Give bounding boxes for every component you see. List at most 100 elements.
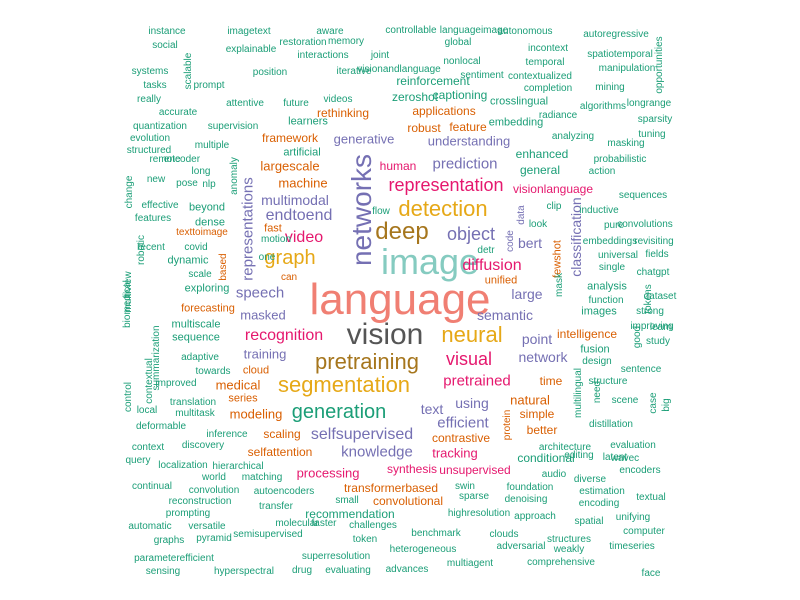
word-interactions: interactions bbox=[297, 50, 349, 61]
word-matching: matching bbox=[241, 472, 283, 483]
word-evaluation: evaluation bbox=[610, 440, 656, 451]
word-clip: clip bbox=[546, 201, 562, 212]
word-data: data bbox=[516, 205, 527, 225]
word-estimation: estimation bbox=[579, 486, 625, 497]
word-drug: drug bbox=[291, 565, 313, 576]
word-improved: improved bbox=[155, 378, 197, 389]
word-reinforcement: reinforcement bbox=[396, 74, 470, 88]
word-dataset: dataset bbox=[643, 291, 677, 302]
word-selfsupervised: selfsupervised bbox=[310, 426, 414, 443]
word-token: token bbox=[352, 534, 378, 545]
word-multimodal: multimodal bbox=[261, 192, 329, 208]
word-restoration: restoration bbox=[279, 37, 327, 48]
word-image: image bbox=[380, 241, 480, 282]
word-imagetext: imagetext bbox=[227, 26, 271, 37]
word-cloud: cloud bbox=[242, 364, 270, 377]
word-convolutional: convolutional bbox=[372, 494, 444, 508]
word-evaluating: evaluating bbox=[325, 565, 371, 576]
word-scene: scene bbox=[611, 395, 639, 406]
word-dynamic: dynamic bbox=[167, 254, 209, 267]
word-multiview: multiview bbox=[123, 271, 134, 313]
word-distillation: distillation bbox=[589, 419, 633, 430]
word-big: big bbox=[661, 398, 672, 412]
word-deformable: deformable bbox=[135, 421, 187, 432]
word-structures: structures bbox=[547, 534, 591, 545]
word-swin: swin bbox=[454, 481, 476, 492]
word-videos: videos bbox=[323, 94, 353, 105]
word-synthesis: synthesis bbox=[386, 462, 438, 476]
word-localization: localization bbox=[158, 460, 208, 471]
word-bert: bert bbox=[517, 235, 543, 251]
word-better: better bbox=[526, 423, 558, 437]
word-diverse: diverse bbox=[573, 474, 607, 485]
word-chatgpt: chatgpt bbox=[636, 267, 670, 278]
word-instance: instance bbox=[148, 26, 186, 37]
word-dense: dense bbox=[195, 216, 225, 229]
word-largescale: largescale bbox=[260, 158, 320, 174]
word-attentive: attentive bbox=[226, 98, 264, 109]
word-position: position bbox=[252, 67, 288, 78]
word-computer: computer bbox=[623, 526, 665, 537]
word-joint: joint bbox=[370, 50, 390, 61]
word-neural: neural bbox=[441, 322, 503, 347]
word-prediction: prediction bbox=[432, 155, 498, 173]
word-single: single bbox=[598, 262, 626, 273]
word-nonlocal: nonlocal bbox=[443, 56, 481, 67]
word-audio: audio bbox=[541, 469, 567, 480]
word-sensing: sensing bbox=[145, 566, 181, 577]
word-understanding: understanding bbox=[427, 133, 511, 149]
word-adaptive: adaptive bbox=[181, 352, 219, 363]
word-comprehensive: comprehensive bbox=[527, 557, 595, 568]
word-enhanced: enhanced bbox=[515, 147, 569, 161]
word-world: world bbox=[202, 472, 226, 483]
word-encoding: encoding bbox=[578, 498, 620, 509]
word-good: good bbox=[632, 325, 643, 349]
word-look: look bbox=[528, 219, 548, 230]
word-aware: aware bbox=[316, 26, 344, 37]
word-study: study bbox=[646, 336, 670, 347]
word-pure: pure bbox=[603, 220, 625, 231]
word-generative: generative bbox=[333, 131, 395, 147]
word-encoders: encoders bbox=[619, 465, 661, 476]
word-mask: mask bbox=[554, 273, 565, 297]
word-continual: continual bbox=[131, 481, 173, 492]
word-recent: recent bbox=[137, 242, 165, 253]
word-really: really bbox=[137, 94, 161, 105]
word-texttoimage: texttoimage bbox=[176, 227, 228, 238]
word-denoising: denoising bbox=[504, 494, 548, 505]
word-pose: pose bbox=[176, 178, 198, 189]
word-case: case bbox=[648, 392, 659, 414]
word-detection: detection bbox=[398, 196, 488, 221]
word-explainable: explainable bbox=[225, 44, 277, 55]
word-medical: medical bbox=[215, 377, 261, 393]
word-iterative: iterative bbox=[336, 66, 372, 77]
word-conditional: conditional bbox=[517, 451, 575, 465]
word-graphs: graphs bbox=[153, 535, 185, 546]
word-accurate: accurate bbox=[158, 107, 198, 118]
word-point: point bbox=[521, 331, 553, 347]
word-zeroshot: zeroshot bbox=[391, 90, 439, 104]
word-deep: deep bbox=[375, 218, 429, 245]
word-probabilistic: probabilistic bbox=[593, 154, 647, 165]
word-visionlanguage: visionlanguage bbox=[512, 182, 594, 196]
word-one: one bbox=[258, 252, 276, 263]
word-sentiment: sentiment bbox=[460, 70, 504, 81]
word-human: human bbox=[379, 159, 417, 173]
word-endtoend: endtoend bbox=[265, 207, 333, 224]
word-remote: remote bbox=[149, 154, 181, 165]
word-language: language bbox=[309, 275, 491, 324]
word-recognition: recognition bbox=[244, 327, 324, 344]
word-longrange: longrange bbox=[626, 98, 672, 109]
word-analysis: analysis bbox=[587, 280, 627, 293]
word-multilingual: multilingual bbox=[573, 367, 584, 419]
word-new: new bbox=[146, 174, 166, 185]
word-unifying: unifying bbox=[615, 512, 651, 523]
word-encoder: encoder bbox=[163, 154, 201, 165]
word-challenges: challenges bbox=[349, 520, 397, 531]
word-textual: textual bbox=[636, 492, 666, 503]
word-structured: structured bbox=[126, 145, 172, 156]
word-embeddings: embeddings bbox=[582, 236, 638, 247]
word-towards: towards bbox=[195, 366, 231, 377]
word-efficient: efficient bbox=[437, 414, 489, 432]
word-molecular: molecular bbox=[275, 518, 319, 529]
